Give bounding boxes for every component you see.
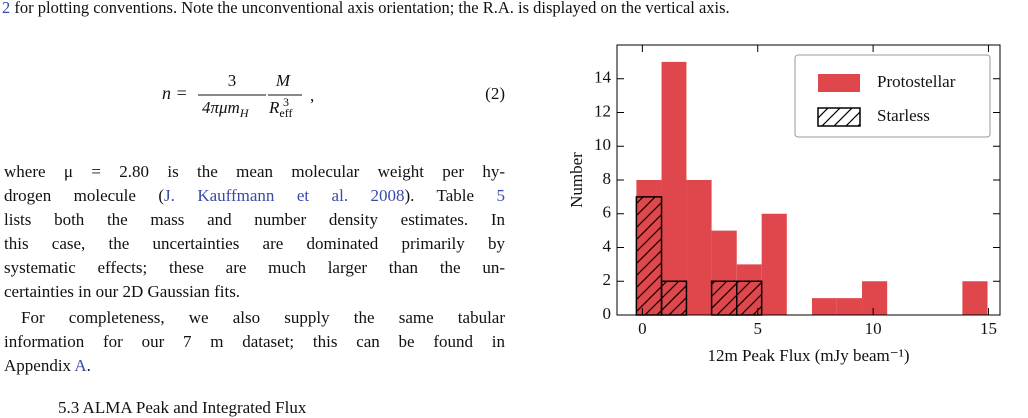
text-line: where μ = 2.80 is the mean molecular wei… [4, 160, 505, 184]
text: information for our 7 m dataset; this ca… [4, 332, 505, 351]
bar [660, 280, 688, 316]
y-tick-label: 10 [594, 135, 611, 154]
y-tick-label: 2 [603, 270, 612, 289]
text: lists both the mass and number density e… [4, 210, 505, 229]
eq-num: M [275, 71, 291, 90]
text: For completeness, we also supply the sam… [21, 308, 505, 327]
bar [735, 280, 763, 316]
x-tick-label: 10 [865, 319, 882, 338]
bar [686, 180, 712, 315]
bar [661, 61, 687, 315]
y-tick-label: 0 [603, 304, 612, 323]
bar [962, 281, 988, 315]
text: this case, the uncertainties are dominat… [4, 234, 505, 253]
x-tick-label: 0 [638, 319, 647, 338]
text-line: lists both the mass and number density e… [4, 208, 505, 232]
x-tick-label: 5 [753, 319, 762, 338]
eq-lhs: n = [162, 83, 188, 103]
legend-label: Starless [877, 106, 930, 125]
caption-fragment: 2 for plotting conventions. Note the unc… [2, 0, 730, 18]
text: drogen molecule ( [4, 186, 165, 205]
bar [761, 213, 787, 315]
link: J. Kauffmann et al. 2008 [164, 186, 405, 205]
eq-number: (2) [485, 84, 505, 103]
x-tick-label: 15 [980, 319, 997, 338]
bar [811, 298, 837, 315]
text: certainties in our 2D Gaussian fits. [4, 282, 241, 301]
text: for plotting conventions. Note the uncon… [10, 0, 730, 17]
eq-den: Reff [268, 98, 293, 120]
text-line: information for our 7 m dataset; this ca… [4, 330, 505, 354]
text: . [86, 356, 91, 375]
bar [710, 280, 738, 316]
eq-den: 4πμmH [202, 98, 250, 120]
y-tick-label: 6 [603, 203, 612, 222]
y-tick-label: 14 [594, 68, 612, 87]
eq-comma: , [310, 86, 314, 105]
y-tick-label: 8 [603, 169, 612, 188]
bar [635, 196, 663, 316]
y-tick-label: 4 [603, 236, 612, 255]
text-line: Appendix A. [4, 354, 505, 378]
legend-label: Protostellar [877, 72, 956, 91]
bar [862, 281, 888, 315]
text-line: For completeness, we also supply the sam… [4, 306, 505, 330]
link: A [74, 356, 87, 375]
text-line: this case, the uncertainties are dominat… [4, 232, 505, 256]
equation: n = 3 4πμmH M Reff 3 , (2) [162, 71, 505, 120]
bar [836, 298, 863, 315]
text-line: certainties in our 2D Gaussian fits. [4, 280, 505, 304]
text: Appendix [4, 356, 75, 375]
eq-sup: 3 [283, 95, 289, 109]
text-line: systematic effects; these are much large… [4, 256, 505, 280]
text-line: drogen molecule (J. Kauffmann et al. 200… [4, 184, 505, 208]
chart: 0 5 10 15 0 2 4 6 8 10 12 14 12m Peak Flux (mJy beam… [567, 44, 1001, 365]
y-axis-label: Number [567, 152, 586, 208]
text: ). Table [404, 186, 497, 205]
legend-swatch [817, 107, 861, 127]
text: where μ = 2.80 is the mean molecular wei… [4, 162, 505, 181]
eq-num: 3 [228, 71, 237, 90]
link: 5 [496, 186, 506, 205]
link: 2 [2, 0, 11, 17]
legend-swatch [818, 74, 860, 92]
x-axis-label: 12m Peak Flux (mJy beam⁻¹) [708, 346, 910, 365]
text: systematic effects; these are much large… [4, 258, 505, 277]
y-tick-label: 12 [594, 101, 611, 120]
